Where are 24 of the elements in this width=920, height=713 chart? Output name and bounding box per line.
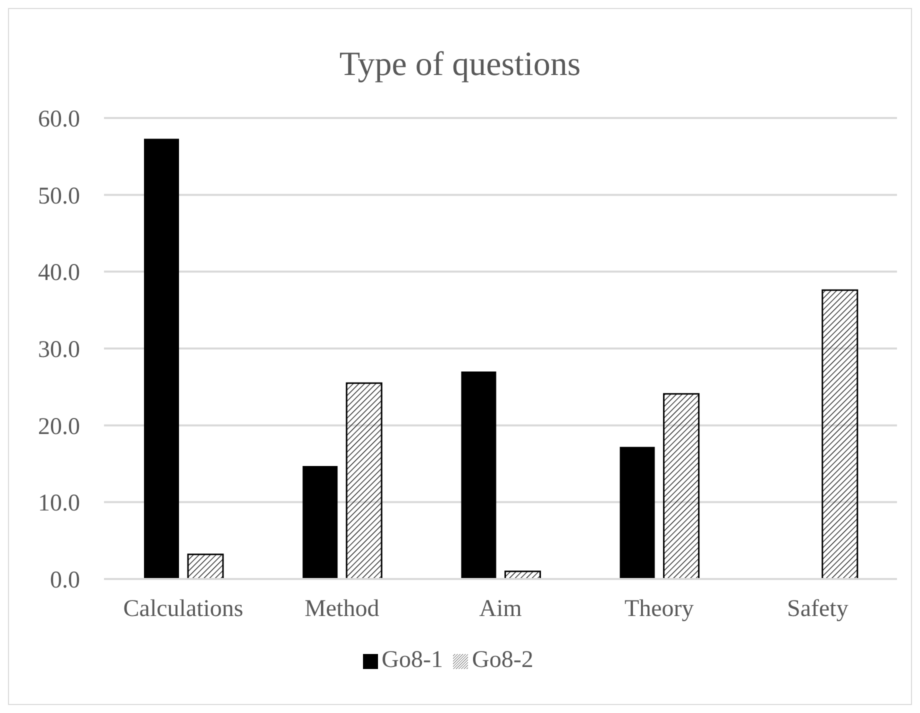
y-tick-label: 50.0 (38, 183, 80, 210)
bar (663, 393, 700, 579)
x-tick-label: Method (304, 596, 380, 622)
y-tick-label: 30.0 (38, 337, 80, 364)
legend-label: Go8-1 (382, 647, 443, 673)
bar (187, 554, 224, 579)
bar (144, 138, 179, 579)
bar (302, 466, 338, 579)
chart-title: Type of questions (338, 45, 582, 85)
y-tick-label: 20.0 (38, 414, 80, 440)
x-tick-label: Calculations (123, 596, 244, 622)
x-tick-label: Safety (787, 596, 848, 622)
bar (504, 570, 541, 579)
bar (620, 446, 655, 579)
y-tick-label: 10.0 (38, 490, 80, 517)
y-tick-label: 0.0 (50, 568, 80, 594)
bar (822, 289, 858, 579)
bar (461, 372, 496, 579)
x-tick-label: Aim (479, 596, 522, 622)
bar (346, 382, 382, 579)
x-tick-label: Theory (624, 596, 694, 622)
y-tick-label: 40.0 (38, 260, 80, 286)
y-tick-label: 60.0 (38, 106, 80, 133)
legend-label: Go8-2 (472, 647, 534, 673)
